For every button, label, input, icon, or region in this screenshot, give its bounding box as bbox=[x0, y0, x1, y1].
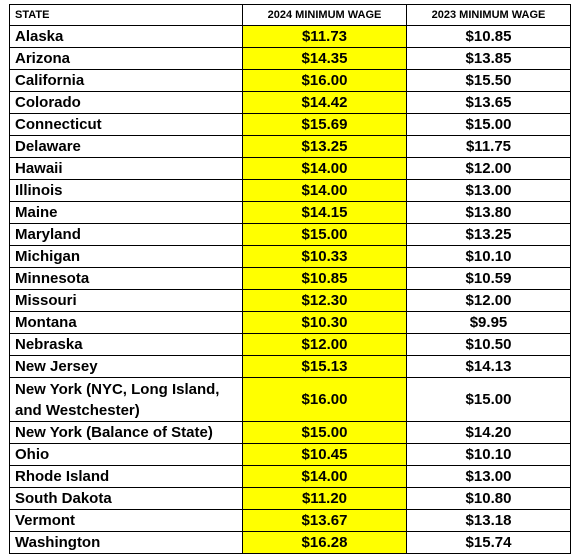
header-row: STATE 2024 MINIMUM WAGE 2023 MINIMUM WAG… bbox=[9, 4, 571, 26]
table-row: Illinois $14.00 $13.00 bbox=[9, 179, 571, 202]
state-name-cell: Michigan bbox=[9, 245, 243, 268]
table-row: Alaska $11.73 $10.85 bbox=[9, 25, 571, 48]
table-row: Colorado $14.42 $13.65 bbox=[9, 91, 571, 114]
table-row: Nebraska $12.00 $10.50 bbox=[9, 333, 571, 356]
state-name-cell: Delaware bbox=[9, 135, 243, 158]
wage-2024-cell: $15.69 bbox=[242, 113, 407, 136]
table-header: STATE 2024 MINIMUM WAGE 2023 MINIMUM WAG… bbox=[9, 4, 571, 26]
wage-2023-cell: $10.10 bbox=[406, 245, 571, 268]
state-name-cell: Hawaii bbox=[9, 157, 243, 180]
wage-2024-cell: $16.00 bbox=[242, 377, 407, 422]
wage-2024-cell: $13.67 bbox=[242, 509, 407, 532]
wage-2024-cell: $10.45 bbox=[242, 443, 407, 466]
wage-2024-cell: $16.00 bbox=[242, 69, 407, 92]
wage-2023-cell: $12.00 bbox=[406, 157, 571, 180]
table-row: Hawaii $14.00 $12.00 bbox=[9, 157, 571, 180]
state-name-cell: Alaska bbox=[9, 25, 243, 48]
state-name-cell: Nebraska bbox=[9, 333, 243, 356]
table-row: Delaware $13.25 $11.75 bbox=[9, 135, 571, 158]
state-name-cell: Minnesota bbox=[9, 267, 243, 290]
wage-2024-cell: $14.00 bbox=[242, 179, 407, 202]
table-row: Ohio $10.45 $10.10 bbox=[9, 443, 571, 466]
table-row: New Jersey $15.13 $14.13 bbox=[9, 355, 571, 378]
state-name-cell: New Jersey bbox=[9, 355, 243, 378]
table-row: New York (NYC, Long Island, and Westches… bbox=[9, 377, 571, 422]
state-name-cell: Ohio bbox=[9, 443, 243, 466]
wage-2023-cell: $11.75 bbox=[406, 135, 571, 158]
wage-2023-cell: $13.85 bbox=[406, 47, 571, 70]
column-header-2024-wage: 2024 MINIMUM WAGE bbox=[242, 4, 407, 26]
minimum-wage-table: STATE 2024 MINIMUM WAGE 2023 MINIMUM WAG… bbox=[9, 4, 571, 554]
wage-2024-cell: $15.13 bbox=[242, 355, 407, 378]
wage-2023-cell: $15.00 bbox=[406, 377, 571, 422]
state-name-cell: Arizona bbox=[9, 47, 243, 70]
wage-2023-cell: $13.00 bbox=[406, 465, 571, 488]
state-name-cell: New York (Balance of State) bbox=[9, 421, 243, 444]
table-row: Connecticut $15.69 $15.00 bbox=[9, 113, 571, 136]
wage-2024-cell: $16.28 bbox=[242, 531, 407, 554]
wage-2023-cell: $15.50 bbox=[406, 69, 571, 92]
wage-2023-cell: $13.25 bbox=[406, 223, 571, 246]
state-name-cell: Rhode Island bbox=[9, 465, 243, 488]
table-row: New York (Balance of State) $15.00 $14.20 bbox=[9, 421, 571, 444]
wage-2024-cell: $15.00 bbox=[242, 223, 407, 246]
state-name-cell: Vermont bbox=[9, 509, 243, 532]
wage-2023-cell: $14.13 bbox=[406, 355, 571, 378]
wage-2023-cell: $12.00 bbox=[406, 289, 571, 312]
table-row: South Dakota $11.20 $10.80 bbox=[9, 487, 571, 510]
wage-2023-cell: $9.95 bbox=[406, 311, 571, 334]
wage-2024-cell: $14.42 bbox=[242, 91, 407, 114]
wage-2024-cell: $12.30 bbox=[242, 289, 407, 312]
state-name-cell: New York (NYC, Long Island, and Westches… bbox=[9, 377, 243, 422]
table-row: Minnesota $10.85 $10.59 bbox=[9, 267, 571, 290]
table-row: Washington $16.28 $15.74 bbox=[9, 531, 571, 554]
table-row: Rhode Island $14.00 $13.00 bbox=[9, 465, 571, 488]
table-row: Montana $10.30 $9.95 bbox=[9, 311, 571, 334]
state-name-cell: Montana bbox=[9, 311, 243, 334]
wage-2024-cell: $14.00 bbox=[242, 465, 407, 488]
column-header-state: STATE bbox=[9, 4, 243, 26]
wage-2024-cell: $14.35 bbox=[242, 47, 407, 70]
state-name-cell: Colorado bbox=[9, 91, 243, 114]
wage-2023-cell: $10.10 bbox=[406, 443, 571, 466]
wage-2024-cell: $11.20 bbox=[242, 487, 407, 510]
state-name-cell: South Dakota bbox=[9, 487, 243, 510]
wage-2024-cell: $10.30 bbox=[242, 311, 407, 334]
wage-2024-cell: $10.33 bbox=[242, 245, 407, 268]
state-name-cell: Maryland bbox=[9, 223, 243, 246]
wage-2024-cell: $14.15 bbox=[242, 201, 407, 224]
wage-2024-cell: $14.00 bbox=[242, 157, 407, 180]
table-row: Michigan $10.33 $10.10 bbox=[9, 245, 571, 268]
wage-2024-cell: $15.00 bbox=[242, 421, 407, 444]
state-name-cell: Missouri bbox=[9, 289, 243, 312]
wage-2023-cell: $10.80 bbox=[406, 487, 571, 510]
wage-2023-cell: $13.18 bbox=[406, 509, 571, 532]
table-row: Arizona $14.35 $13.85 bbox=[9, 47, 571, 70]
wage-2024-cell: $13.25 bbox=[242, 135, 407, 158]
table-row: Missouri $12.30 $12.00 bbox=[9, 289, 571, 312]
wage-2023-cell: $15.00 bbox=[406, 113, 571, 136]
wage-2024-cell: $12.00 bbox=[242, 333, 407, 356]
wage-2023-cell: $10.59 bbox=[406, 267, 571, 290]
column-header-2023-wage: 2023 MINIMUM WAGE bbox=[406, 4, 571, 26]
wage-2023-cell: $10.50 bbox=[406, 333, 571, 356]
state-name-cell: Maine bbox=[9, 201, 243, 224]
table-body: Alaska $11.73 $10.85 Arizona $14.35 $13.85 Cal… bbox=[9, 25, 571, 554]
wage-2023-cell: $14.20 bbox=[406, 421, 571, 444]
state-name-cell: Washington bbox=[9, 531, 243, 554]
wage-2023-cell: $13.00 bbox=[406, 179, 571, 202]
wage-2024-cell: $10.85 bbox=[242, 267, 407, 290]
state-name-cell: Illinois bbox=[9, 179, 243, 202]
table-row: California $16.00 $15.50 bbox=[9, 69, 571, 92]
wage-2023-cell: $10.85 bbox=[406, 25, 571, 48]
wage-2023-cell: $13.80 bbox=[406, 201, 571, 224]
wage-2024-cell: $11.73 bbox=[242, 25, 407, 48]
table-row: Maine $14.15 $13.80 bbox=[9, 201, 571, 224]
table-row: Vermont $13.67 $13.18 bbox=[9, 509, 571, 532]
table-row: Maryland $15.00 $13.25 bbox=[9, 223, 571, 246]
state-name-cell: Connecticut bbox=[9, 113, 243, 136]
wage-2023-cell: $15.74 bbox=[406, 531, 571, 554]
state-name-cell: California bbox=[9, 69, 243, 92]
wage-2023-cell: $13.65 bbox=[406, 91, 571, 114]
